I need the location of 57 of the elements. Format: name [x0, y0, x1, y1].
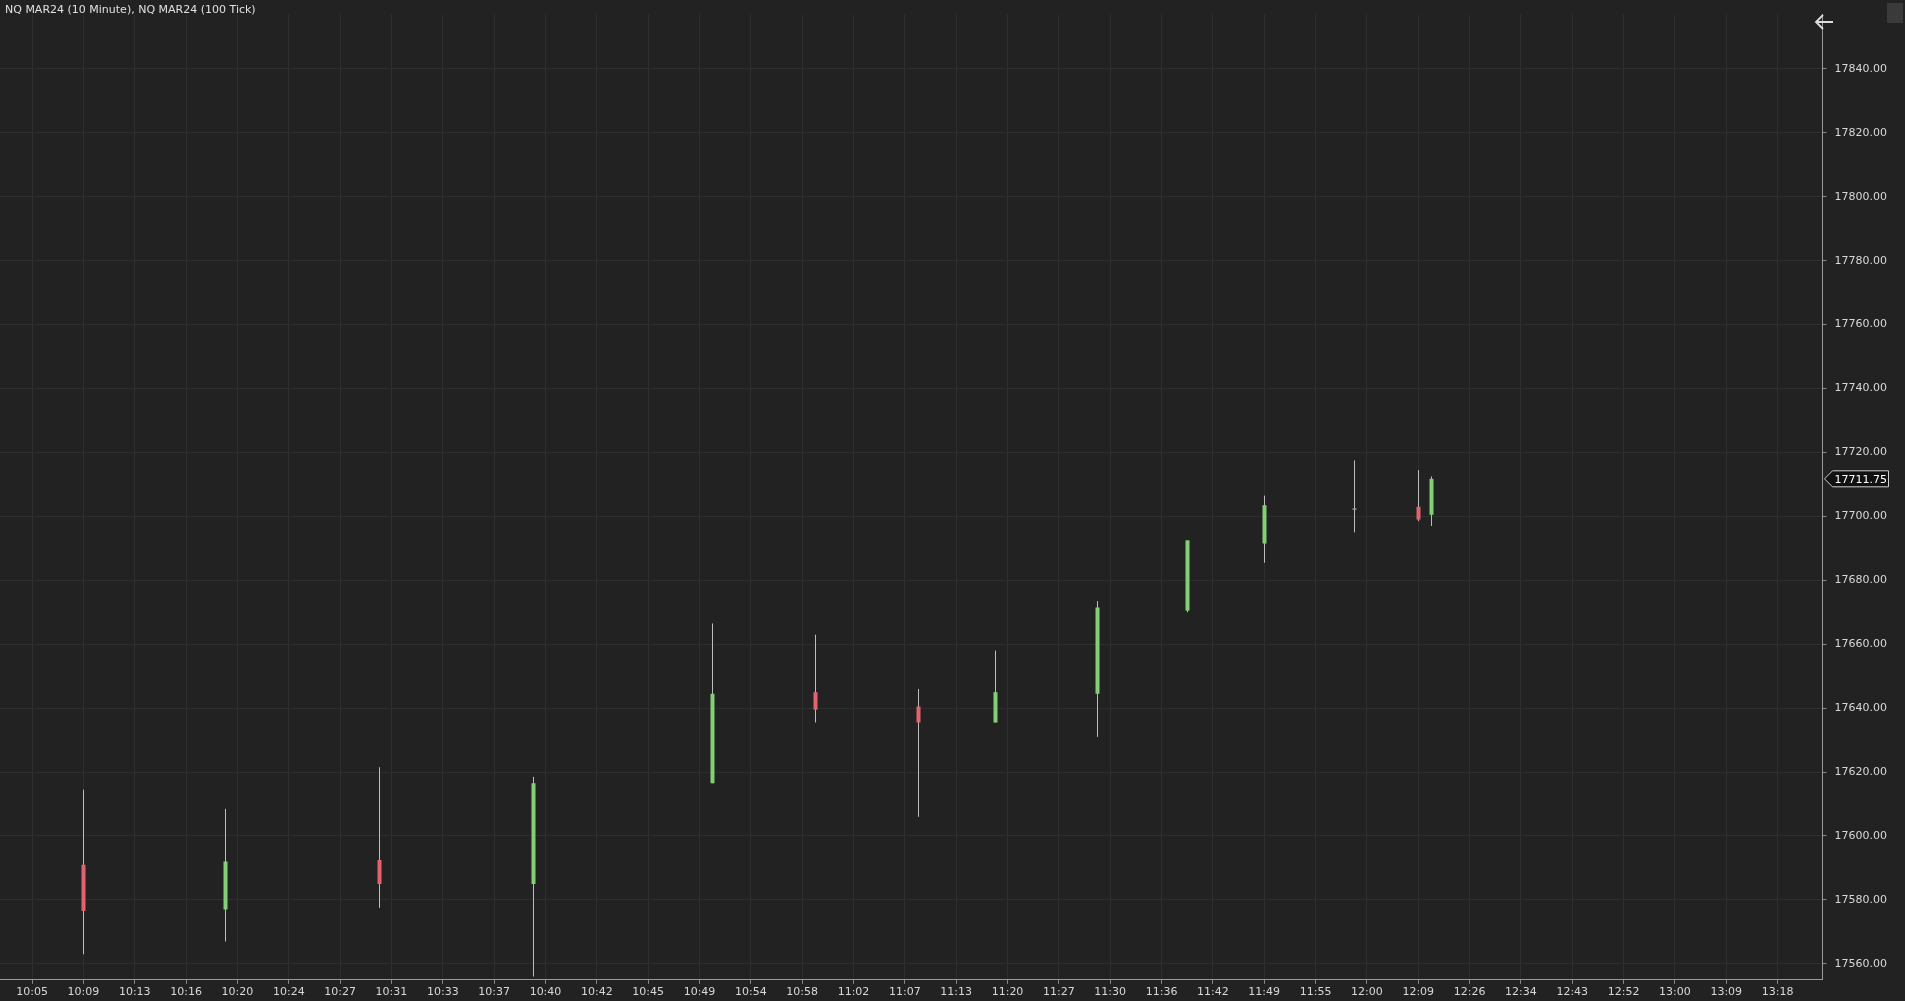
x-tick-label: 12:43	[1556, 985, 1589, 999]
x-tick-label: 12:52	[1607, 985, 1640, 999]
candlestick	[1352, 459, 1357, 533]
x-tick-label: 11:42	[1197, 985, 1229, 999]
y-tick-label: 17640.00	[1834, 701, 1888, 714]
x-tick-label: 11:55	[1299, 985, 1332, 999]
text: 17711.75	[1834, 472, 1888, 486]
x-tick-label: 13:18	[1761, 985, 1794, 999]
candlestick	[813, 634, 818, 724]
y-tick-label: 17800.00	[1834, 189, 1888, 203]
x-tick-label: 13:09	[1710, 985, 1743, 999]
candlestick	[1416, 469, 1421, 522]
x-tick-label: 10:16	[170, 985, 202, 999]
x-tick-label: 11:27	[1043, 985, 1075, 999]
y-tick-label: 17820.00	[1834, 125, 1888, 139]
chart-title: NQ MAR24 (10 Minute), NQ MAR24 (100 Tick)	[5, 3, 256, 17]
x-tick-label: 10:33	[426, 985, 459, 999]
x-tick-label: 10:27	[324, 985, 356, 999]
x-tick-label: 11:02	[837, 985, 870, 999]
x-tick-label: 10:20	[221, 985, 254, 999]
y-tick-label: 17580.00	[1834, 892, 1888, 906]
x-tick-label: 10:24	[272, 985, 305, 999]
x-tick-label: 10:05	[16, 985, 48, 999]
x-tick-label: 10:42	[580, 985, 613, 999]
x-tick-label: 10:58	[786, 985, 819, 999]
y-tick-label: 17720.00	[1834, 445, 1888, 459]
x-tick-label: 10:31	[375, 985, 408, 999]
y-tick-label: 17660.00	[1834, 637, 1888, 651]
y-tick-label: 17700.00	[1834, 509, 1888, 523]
x-tick-label: 12:09	[1402, 985, 1435, 999]
x-tick-label: 12:00	[1351, 985, 1383, 999]
y-tick-label: 17620.00	[1834, 764, 1888, 778]
y-tick-label: 17560.00	[1834, 956, 1888, 970]
x-tick-label: 10:13	[118, 985, 151, 999]
y-tick-label: 17760.00	[1834, 317, 1888, 331]
x-tick-label: 11:20	[991, 985, 1024, 999]
candlestick	[377, 766, 382, 909]
x-tick-label: 11:30	[1094, 985, 1127, 999]
x-tick-label: 10:45	[632, 985, 664, 999]
x-tick-label: 11:07	[888, 985, 921, 999]
x-tick-label: 10:40	[529, 985, 562, 999]
y-tick-label: 17840.00	[1834, 61, 1888, 75]
x-tick-label: 11:13	[940, 985, 973, 999]
y-tick-label: 17600.00	[1834, 828, 1888, 842]
y-tick-label: 17740.00	[1834, 381, 1888, 395]
y-tick-label: 17780.00	[1834, 253, 1888, 267]
x-tick-label: 10:09	[67, 985, 100, 999]
y-tick-label: 17680.00	[1834, 573, 1888, 587]
x-tick-label: 10:49	[683, 985, 716, 999]
x-tick-label: 11:49	[1248, 985, 1281, 999]
x-tick-label: 10:37	[478, 985, 510, 999]
x-tick-label: 11:36	[1145, 985, 1178, 999]
x-tick-label: 12:34	[1505, 985, 1537, 999]
x-tick-label: 12:26	[1453, 985, 1486, 999]
candlestick	[916, 688, 921, 818]
x-tick-label: 13:00	[1659, 985, 1691, 999]
x-tick-label: 10:54	[734, 985, 767, 999]
